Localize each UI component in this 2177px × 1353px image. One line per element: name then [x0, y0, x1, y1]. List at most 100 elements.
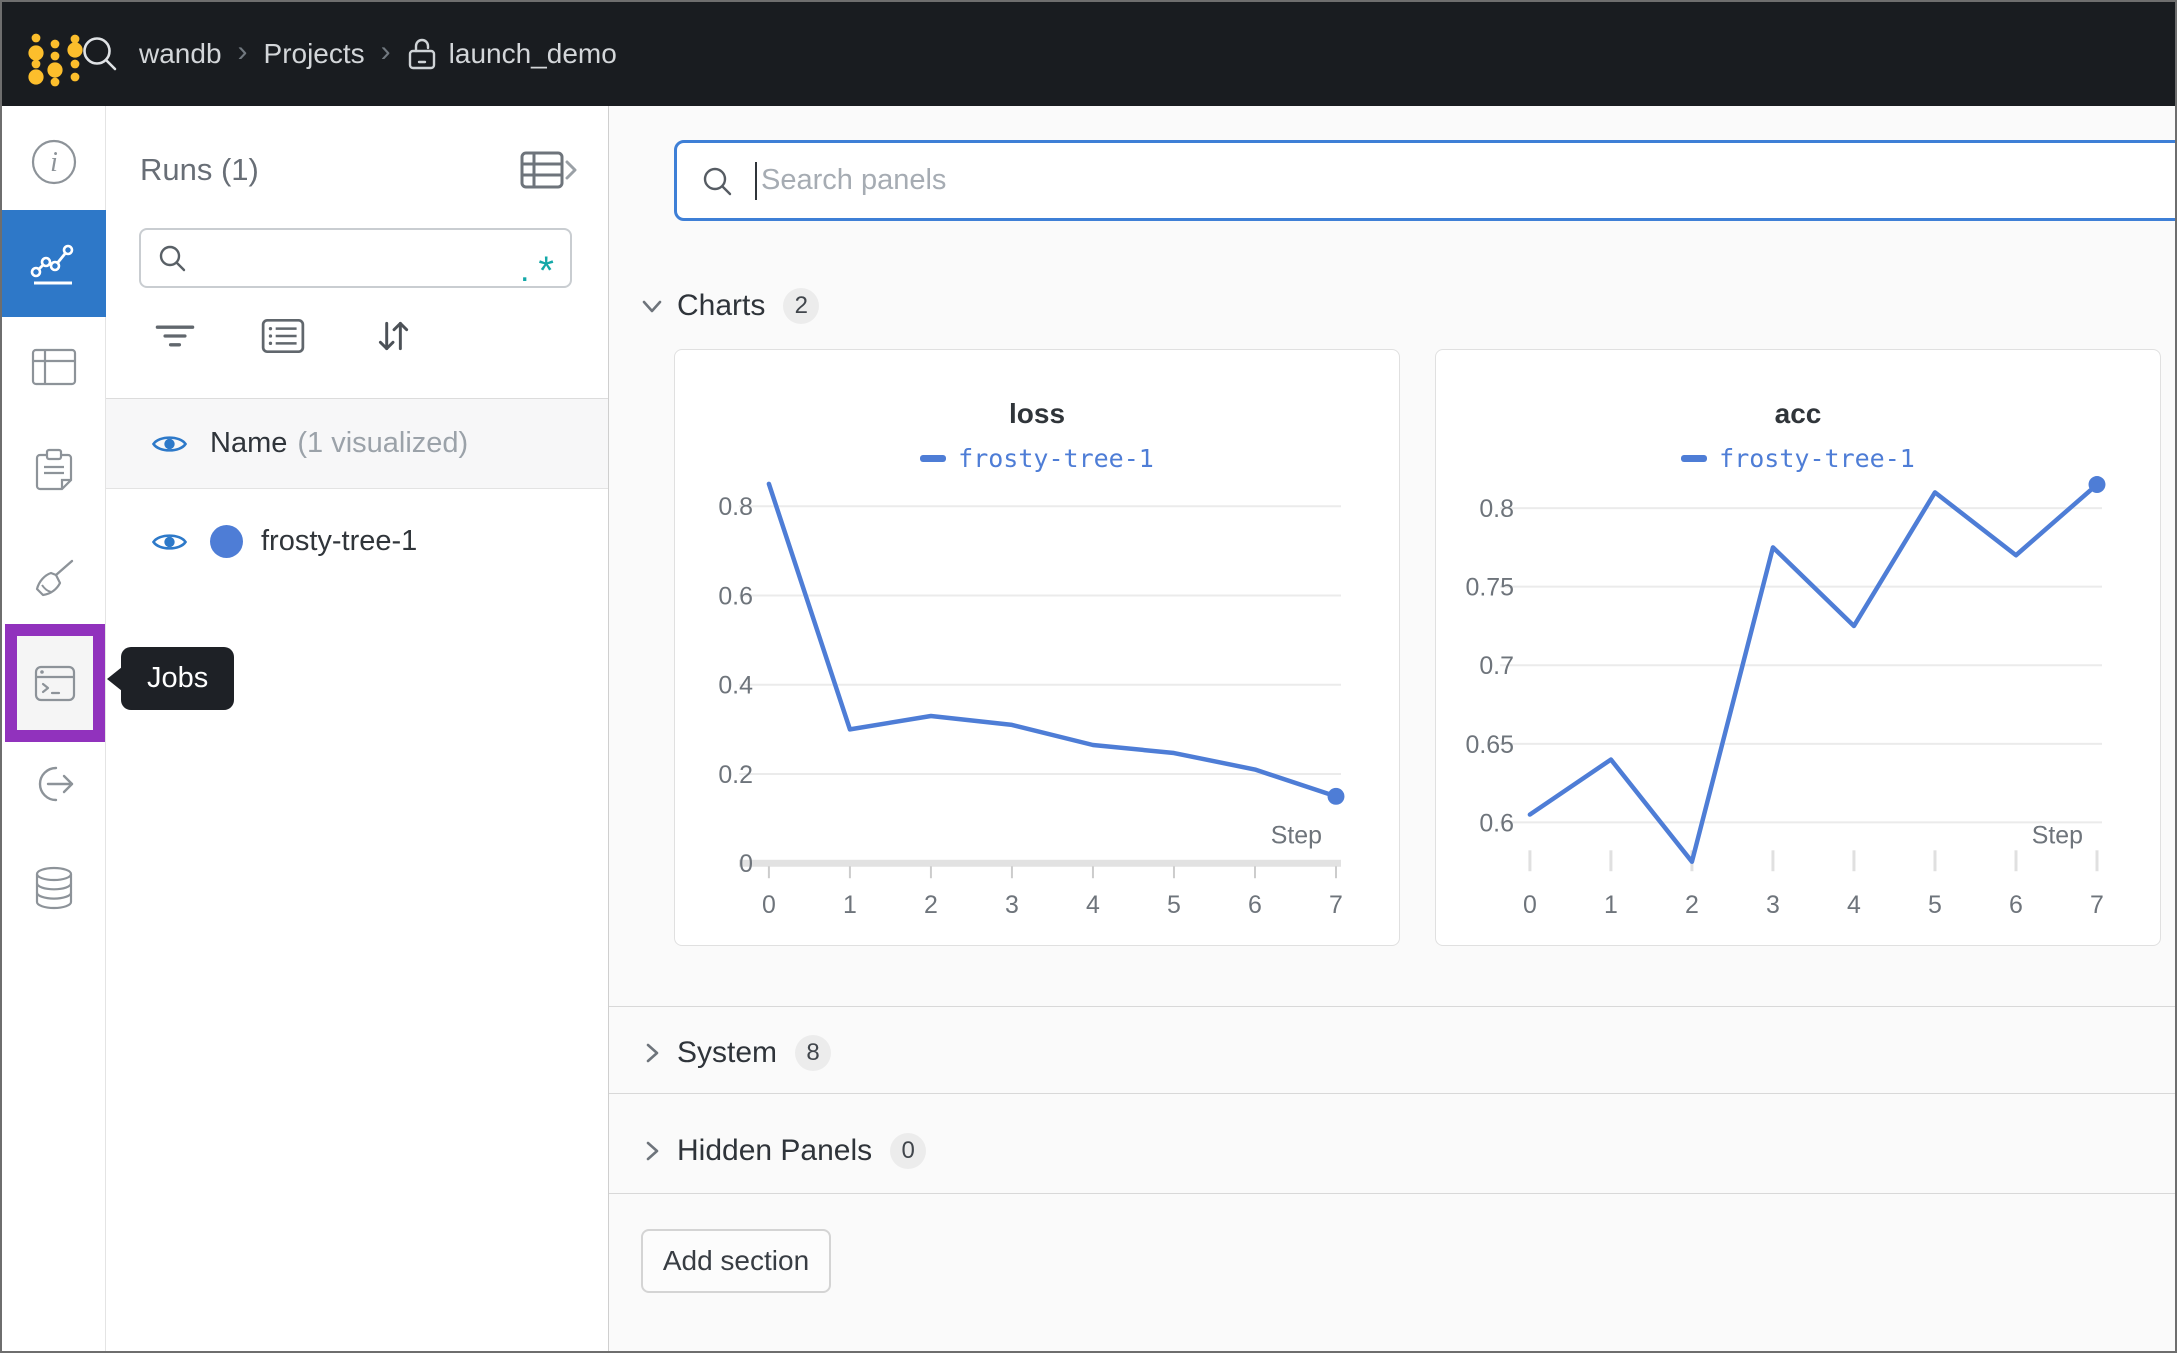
acc-line-chart[interactable]: 0.8 0.75 0.7 0.65 0.6 0 1 2 3 4 5 6 7 Step [1436, 350, 2160, 945]
breadcrumb-projects[interactable]: Projects [263, 38, 365, 69]
breadcrumb-entity[interactable]: wandb [139, 38, 222, 69]
svg-text:5: 5 [1167, 891, 1181, 919]
runs-toolbar [106, 311, 608, 361]
svg-text:3: 3 [1766, 891, 1780, 919]
database-icon [35, 866, 73, 910]
visualized-count-label: (1 visualized) [297, 427, 469, 459]
sidebar-item-runs-table[interactable] [2, 337, 106, 397]
clipboard-icon [35, 448, 73, 491]
sidebar-item-sweeps[interactable] [2, 549, 106, 609]
section-header-hidden-panels[interactable]: Hidden Panels 0 [609, 1129, 2175, 1173]
search-icon [159, 245, 186, 272]
svg-text:7: 7 [2090, 891, 2104, 919]
search-icon[interactable] [78, 32, 122, 76]
project-sidebar: i [2, 106, 106, 1351]
chart-panel-loss[interactable]: loss frosty-tree-1 0.8 0.6 0.4 0.2 0 0 1 2 3 4 5 6 7… [674, 349, 1400, 946]
section-header-charts[interactable]: Charts 2 [609, 284, 2175, 328]
svg-text:0.65: 0.65 [1465, 731, 1513, 759]
sidebar-item-workspace[interactable] [2, 210, 106, 317]
svg-text:0.8: 0.8 [1479, 495, 1514, 523]
filter-icon [155, 325, 195, 347]
svg-text:1: 1 [1604, 891, 1618, 919]
svg-text:6: 6 [2009, 891, 2023, 919]
svg-text:0.7: 0.7 [1479, 652, 1514, 680]
text-cursor [755, 161, 757, 200]
workspace-main: Charts 2 loss frosty-tree-1 0.8 0.6 0.4 0.2… [609, 106, 2175, 1351]
chart-panel-acc[interactable]: acc frosty-tree-1 0.8 0.75 0.7 0.65 0.6 0 1 2 3 4… [1435, 349, 2161, 946]
group-runs-button[interactable] [258, 311, 308, 361]
sort-arrows-icon [378, 321, 409, 351]
lock-icon [408, 38, 435, 70]
svg-text:0.8: 0.8 [718, 493, 753, 521]
regex-toggle-icon[interactable]: . * [520, 249, 554, 293]
visibility-eye-icon[interactable] [151, 529, 188, 555]
sort-runs-button[interactable] [368, 311, 418, 361]
line-chart-icon [30, 244, 74, 284]
svg-text:6: 6 [1248, 891, 1262, 919]
divider [609, 1006, 2175, 1007]
svg-text:0: 0 [762, 891, 776, 919]
svg-text:0: 0 [739, 850, 753, 878]
legend-run-name[interactable]: frosty-tree-1 [1719, 444, 1915, 473]
svg-text:0: 0 [1523, 891, 1537, 919]
breadcrumb-separator: › [380, 35, 391, 68]
terminal-icon [34, 665, 76, 702]
runs-search-box[interactable]: . * [139, 228, 572, 293]
chart-legend: frosty-tree-1 [675, 444, 1399, 473]
chevron-right-icon[interactable] [639, 1138, 665, 1164]
svg-text:5: 5 [1928, 891, 1942, 919]
svg-text:2: 2 [1685, 891, 1699, 919]
sidebar-item-jobs[interactable] [5, 624, 105, 742]
chevron-right-icon[interactable] [639, 1040, 665, 1066]
add-section-button[interactable]: Add section [641, 1229, 831, 1293]
filter-runs-button[interactable] [150, 311, 200, 361]
sidebar-item-overview[interactable]: i [2, 132, 106, 192]
wandb-logo[interactable] [20, 22, 86, 88]
launch-arrow-icon [38, 766, 74, 802]
runs-search-input[interactable] [197, 242, 520, 274]
svg-text:0.6: 0.6 [1479, 809, 1514, 837]
list-icon [261, 318, 305, 354]
expand-runs-table-icon[interactable] [519, 148, 577, 192]
chevron-down-icon[interactable] [639, 293, 665, 319]
section-count-badge: 0 [890, 1133, 927, 1169]
section-label[interactable]: Charts [677, 289, 766, 322]
svg-text:7: 7 [1329, 891, 1343, 919]
svg-text:3: 3 [1005, 891, 1019, 919]
svg-text:0.75: 0.75 [1465, 574, 1513, 602]
runs-panel: Runs (1) . * [106, 106, 609, 1351]
section-header-system[interactable]: System 8 [609, 1031, 2175, 1075]
run-row[interactable]: frosty-tree-1 [106, 489, 608, 594]
info-icon: i [31, 139, 77, 185]
legend-swatch [1681, 455, 1708, 462]
top-nav-bar: wandb › Projects › launch_demo [2, 2, 2175, 106]
divider [106, 398, 608, 399]
column-name-label[interactable]: Name [210, 427, 288, 459]
runs-table-header: Name (1 visualized) [106, 399, 608, 489]
svg-text:0.6: 0.6 [718, 582, 753, 610]
breadcrumb-separator: › [237, 35, 248, 68]
svg-text:4: 4 [1847, 891, 1861, 919]
legend-swatch [920, 455, 947, 462]
panel-search-box[interactable] [674, 140, 2175, 221]
sidebar-item-reports[interactable] [2, 440, 106, 500]
jobs-tooltip-label: Jobs [147, 662, 209, 694]
divider [609, 1093, 2175, 1094]
panel-search-input[interactable] [761, 164, 2175, 197]
section-label[interactable]: System [677, 1036, 778, 1069]
svg-text:0.2: 0.2 [718, 761, 753, 789]
sidebar-item-artifacts[interactable] [2, 858, 106, 918]
table-icon [31, 348, 77, 386]
charts-grid: loss frosty-tree-1 0.8 0.6 0.4 0.2 0 0 1 2 3 4 5 6 7… [674, 349, 2161, 946]
svg-text:Step: Step [1271, 821, 1322, 849]
section-count-badge: 8 [795, 1035, 832, 1071]
legend-run-name[interactable]: frosty-tree-1 [958, 444, 1154, 473]
svg-text:i: i [50, 147, 58, 178]
loss-line-chart[interactable]: 0.8 0.6 0.4 0.2 00 1 2 3 4 5 6 7 Step [675, 350, 1399, 945]
breadcrumb-project-name[interactable]: launch_demo [448, 38, 617, 69]
run-name[interactable]: frosty-tree-1 [261, 525, 418, 557]
section-label[interactable]: Hidden Panels [677, 1134, 873, 1167]
sidebar-item-launch[interactable] [2, 754, 106, 814]
visibility-eye-icon[interactable] [151, 431, 188, 457]
